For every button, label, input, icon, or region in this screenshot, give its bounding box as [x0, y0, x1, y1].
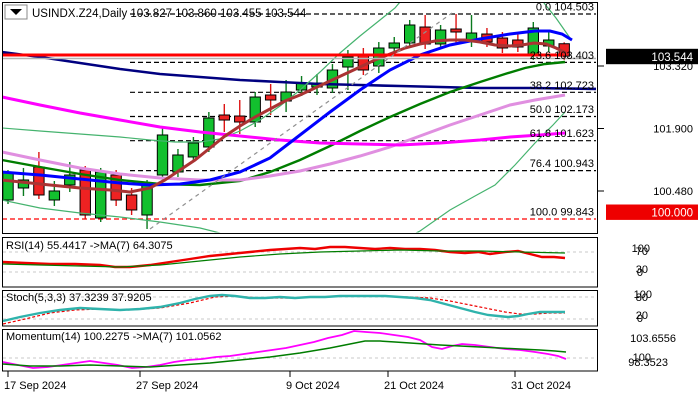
rsi-scale-30: 30 [636, 264, 648, 276]
candle-body [3, 172, 14, 201]
ma-blue [3, 29, 573, 187]
candle-body [404, 24, 416, 44]
band-upper-green-right [543, 3, 571, 39]
candle-body [388, 42, 400, 49]
stoch-scale-80: 80 [636, 292, 648, 304]
fib-label-76: 76.4 100.943 [530, 158, 594, 170]
momentum-line [2, 330, 567, 369]
rsi-scale-70: 70 [636, 246, 648, 258]
ma-green [3, 60, 566, 187]
rsi-ma-line [2, 249, 566, 268]
candle-body [234, 115, 246, 123]
price-axis[interactable]: 103.320 101.900 100.480 103.544 100.000 … [598, 48, 698, 369]
rsi-scale-0: 0 [637, 267, 643, 279]
candle-body [48, 190, 61, 201]
momentum-scale-100: 100 [633, 352, 651, 364]
fib-label-0: 0.0 104.503 [536, 2, 594, 14]
momentum-scale-bottom: 98.3523 [628, 357, 668, 369]
momentum-ma-line [2, 340, 567, 368]
candle-body [156, 134, 169, 176]
candle-body [496, 37, 509, 49]
date-label: 27 Sep 2024 [136, 380, 198, 392]
chevron-down-icon [10, 9, 22, 15]
rsi-panel[interactable] [2, 237, 598, 288]
candle-body [110, 174, 122, 201]
level-100-box [606, 204, 698, 220]
date-label: 9 Oct 2024 [286, 380, 340, 392]
main-chart-plot-area[interactable] [2, 2, 598, 234]
date-label: 17 Sep 2024 [4, 380, 66, 392]
candle-body [95, 171, 107, 219]
fib-base-diagonal [149, 12, 453, 230]
current-price-box [606, 48, 698, 65]
momentum-scale-top: 103.6556 [630, 333, 676, 345]
ma-brown [3, 38, 567, 194]
candle-body [450, 28, 462, 33]
candle-body [218, 114, 231, 121]
candle-body [434, 29, 447, 45]
candle-body [342, 56, 354, 68]
current-price-label: 103.544 [651, 52, 693, 64]
ma-plum [3, 93, 566, 182]
date-label: 31 Oct 2024 [511, 380, 571, 392]
level-100-label: 100.000 [651, 208, 693, 220]
stoch-main-line [2, 293, 565, 323]
fib-label-100: 100.0 99.843 [530, 207, 594, 219]
chart-title: USINDX.Z24,Daily 103.827 103.860 103.455… [32, 8, 307, 20]
stoch-label: Stoch(5,3,3) 37.3239 37.9205 [6, 292, 152, 304]
stoch-signal-line [2, 295, 565, 325]
momentum-label: Momentum(14) 100.2275 ->MA(7) 101.0562 [6, 331, 222, 343]
band-upper-green [3, 3, 400, 143]
rsi-label: RSI(14) 55.4417 ->MA(7) 64.3075 [6, 240, 173, 252]
stoch-scale-100: 100 [634, 289, 652, 301]
candle-body [187, 142, 200, 158]
date-label: 21 Oct 2024 [384, 380, 444, 392]
fib-label-23: 23.6 103.403 [530, 50, 594, 62]
candle-body [125, 194, 138, 211]
main-chart-layer [3, 3, 596, 233]
ma-magenta [3, 95, 566, 147]
stoch-scale-0: 0 [637, 313, 643, 325]
candle-body [264, 94, 277, 101]
candle-body [33, 166, 45, 196]
candle-body [79, 169, 91, 216]
rsi-scale-100: 100 [632, 243, 650, 255]
indicator-lines-layer [2, 245, 596, 369]
fib-label-61: 61.8 101.623 [530, 128, 594, 140]
price-axis-label: 100.480 [653, 186, 693, 198]
price-axis-label: 101.900 [653, 124, 693, 136]
band-lower-green [3, 111, 566, 233]
date-axis[interactable]: 17 Sep 2024 27 Sep 2024 9 Oct 2024 21 Oc… [4, 371, 571, 392]
fib-label-50: 50.0 102.173 [530, 104, 594, 116]
fib-label-38: 38.2 102.723 [530, 80, 594, 92]
momentum-panel[interactable] [2, 329, 598, 372]
stoch-scale-20: 20 [636, 310, 648, 322]
